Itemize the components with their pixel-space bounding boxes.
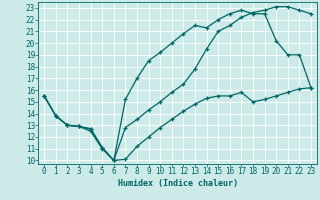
X-axis label: Humidex (Indice chaleur): Humidex (Indice chaleur) (118, 179, 238, 188)
